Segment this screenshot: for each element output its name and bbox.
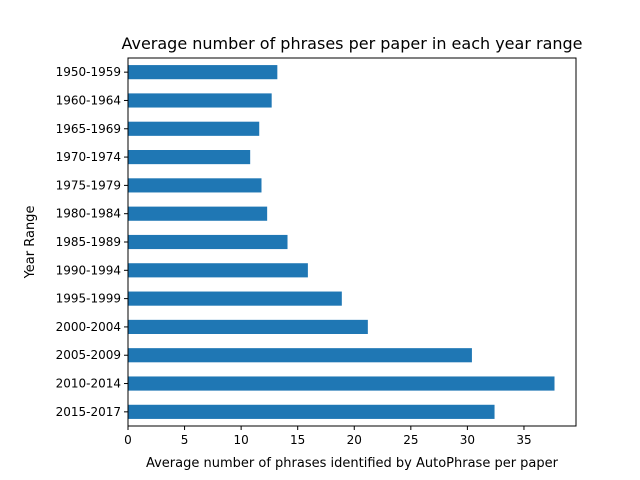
y-tick-label: 1980-1984 [56,207,121,221]
bars-group [128,65,555,419]
y-tick-label: 1960-1964 [56,93,121,107]
x-tick-label: 30 [460,433,475,447]
bar [128,178,262,193]
y-tick-label: 2010-2014 [56,377,121,391]
bar [128,263,308,278]
bar [128,319,368,334]
bar [128,150,251,165]
x-tick-label: 5 [181,433,189,447]
y-tick-label: 1975-1979 [56,178,121,192]
y-axis-ticks: 1950-1959 1960-1964 1965-1969 1970-1974 1975… [56,65,128,419]
bar [128,65,278,80]
bar [128,206,268,221]
bar [128,291,342,306]
y-tick-label: 2005-2009 [56,348,121,362]
x-axis-label: Average number of phrases identified by … [146,456,559,471]
y-tick-label: 1990-1994 [56,263,121,277]
y-axis-label: Year Range [23,206,38,280]
x-tick-label: 20 [347,433,362,447]
x-tick-label: 10 [233,433,248,447]
bar [128,93,272,108]
bar [128,376,555,391]
y-tick-label: 1950-1959 [56,65,121,79]
chart-title: Average number of phrases per paper in e… [121,34,582,53]
x-axis-ticks: 0 5 10 15 20 25 30 35 [124,426,532,447]
y-tick-label: 1995-1999 [56,292,121,306]
x-tick-label: 35 [516,433,531,447]
bar [128,234,288,250]
y-tick-label: 2000-2004 [56,320,121,334]
y-tick-label: 1965-1969 [56,122,121,136]
x-tick-label: 0 [124,433,132,447]
bar [128,348,472,363]
plot-frame [127,57,577,427]
x-tick-label: 25 [403,433,418,447]
y-tick-label: 1985-1989 [56,235,121,249]
y-tick-label: 2015-2017 [56,405,121,419]
x-tick-label: 15 [290,433,305,447]
bar [128,404,495,419]
y-tick-label: 1970-1974 [56,150,121,164]
bar [128,121,260,136]
